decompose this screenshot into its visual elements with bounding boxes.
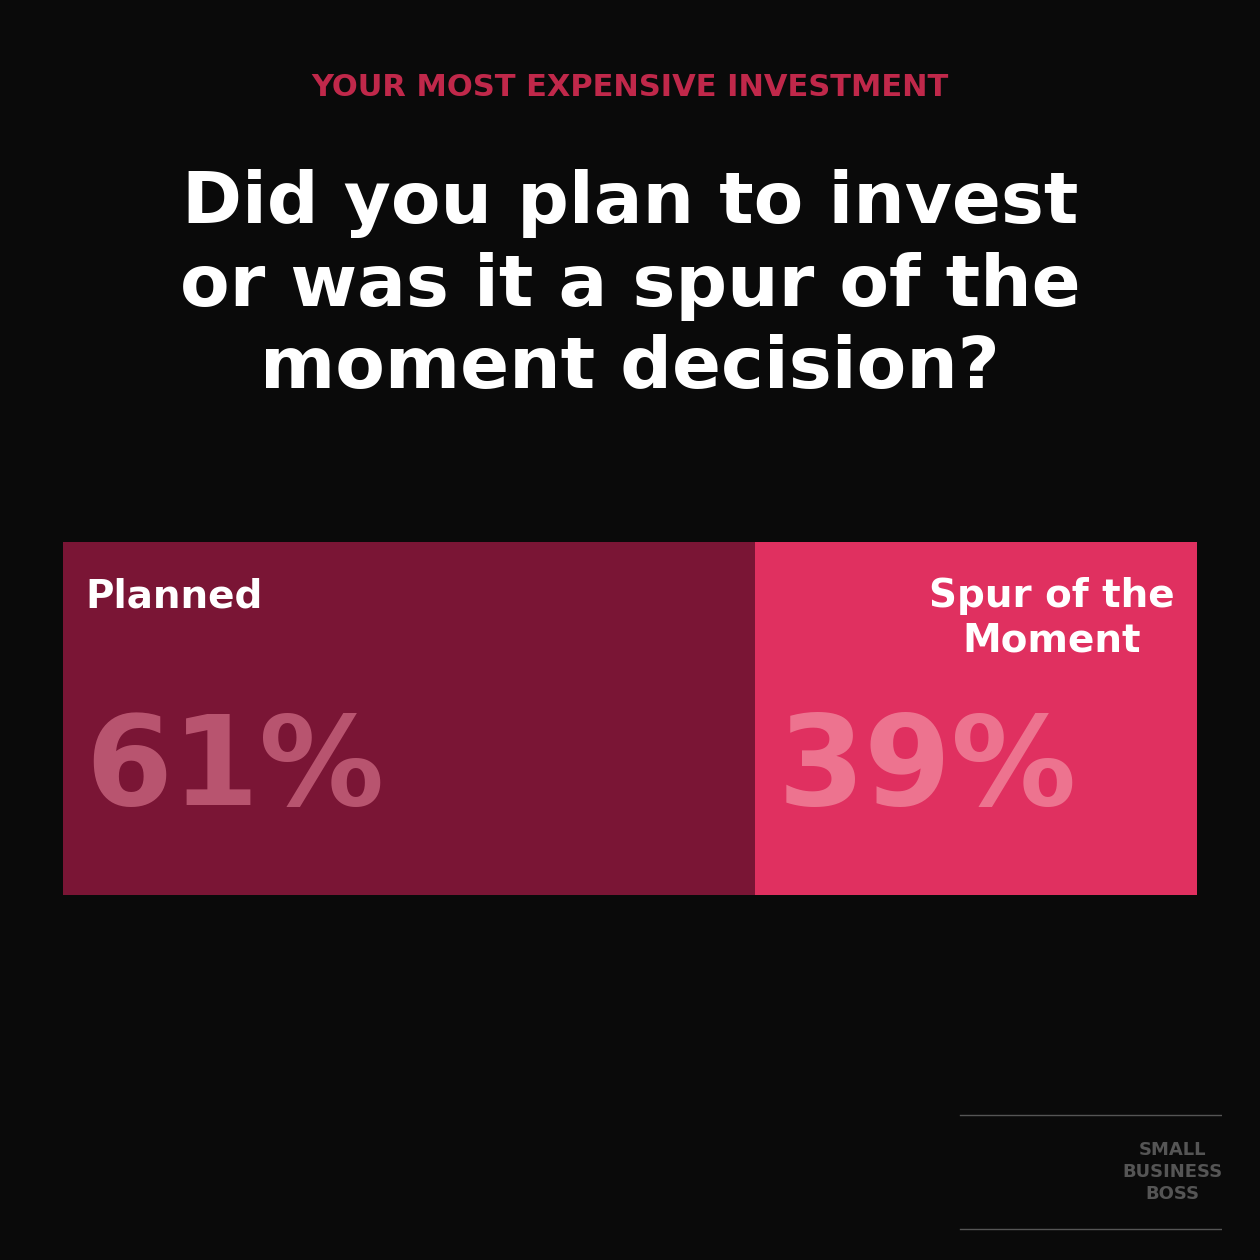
- Bar: [755, 542, 1197, 895]
- Text: 39%: 39%: [777, 711, 1076, 832]
- Text: SMALL
BUSINESS
BOSS: SMALL BUSINESS BOSS: [1121, 1140, 1222, 1203]
- Text: Spur of the
Moment: Spur of the Moment: [929, 577, 1174, 659]
- Text: Did you plan to invest
or was it a spur of the
moment decision?: Did you plan to invest or was it a spur …: [180, 169, 1080, 403]
- Text: 61%: 61%: [86, 711, 386, 832]
- Text: YOUR MOST EXPENSIVE INVESTMENT: YOUR MOST EXPENSIVE INVESTMENT: [311, 73, 949, 102]
- Text: Planned: Planned: [86, 577, 263, 615]
- Bar: [63, 542, 755, 895]
